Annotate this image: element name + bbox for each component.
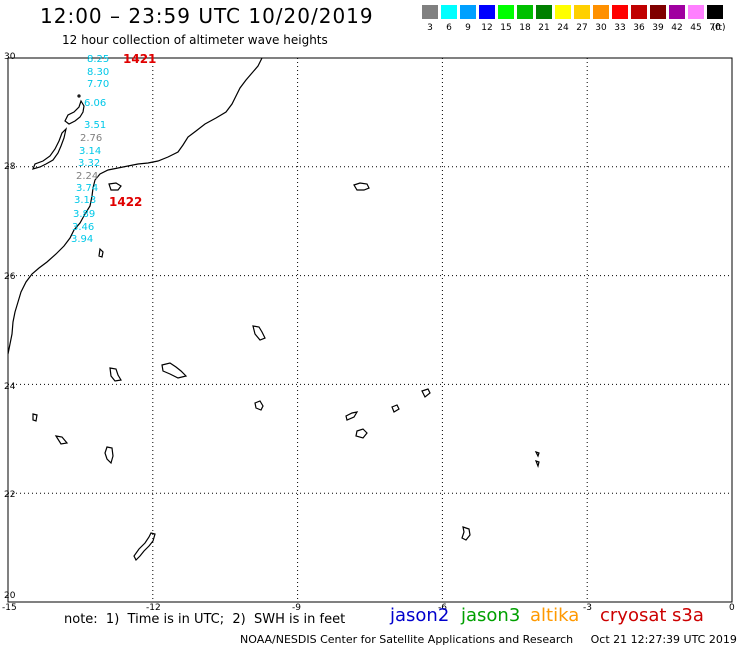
lat-label-28: 28 [4, 162, 16, 172]
lon-label-minus15: -15 [2, 603, 17, 613]
page-subtitle: 12 hour collection of altimeter wave hei… [62, 33, 328, 47]
legend-swatch-label: 15 [500, 23, 512, 33]
island-coast-2 [98, 247, 104, 258]
wave-height-reading: 2.76 [80, 133, 102, 144]
lon-label-0: 0 [729, 603, 735, 613]
wave-height-reading: 7.70 [87, 79, 109, 90]
island-small-1 [353, 182, 370, 191]
legend-swatch [688, 5, 704, 19]
legend-swatch-label: 70 [709, 23, 721, 33]
satellite-altika: altika [530, 605, 580, 626]
wave-height-reading: 3.14 [79, 146, 101, 157]
legend-swatch [650, 5, 666, 19]
footer-note: note: 1) Time is in UTC; 2) SWH is in fe… [64, 612, 346, 627]
island-mid-3 [254, 400, 264, 411]
pass-times: 1421 1422 [109, 52, 156, 209]
island-west-4 [104, 446, 114, 465]
island-west-3 [54, 435, 69, 445]
legend-swatch [707, 5, 723, 19]
wave-height-reading: 3.74 [76, 183, 98, 194]
legend-swatch-label: 36 [633, 23, 645, 33]
island-west-2 [32, 413, 38, 422]
legend-swatch-label: 21 [538, 23, 550, 33]
legend-swatch [631, 5, 647, 19]
pass-time-label: 1422 [109, 195, 142, 209]
lat-label-24: 24 [4, 382, 16, 392]
credit-line: NOAA/NESDIS Center for Satellite Applica… [240, 633, 737, 646]
legend-swatch [479, 5, 495, 19]
legend-swatch-label: 3 [427, 23, 433, 33]
legend-swatch [612, 5, 628, 19]
legend-swatch [669, 5, 685, 19]
island-east-1 [421, 388, 431, 398]
map-frame [7, 57, 733, 603]
legend-swatch-label: 27 [576, 23, 588, 33]
island-mid-2 [161, 362, 188, 379]
legend-swatch-label: 9 [465, 23, 471, 33]
island-east-4 [355, 428, 368, 439]
page-title: 12:00 – 23:59 UTC 10/20/2019 [40, 4, 374, 28]
legend-swatch [517, 5, 533, 19]
africa-coastline [7, 57, 263, 355]
island-east-3 [345, 411, 359, 421]
satellite-s3a: s3a [672, 605, 704, 626]
legend-unit: (ft) [712, 23, 726, 33]
island-mid-1 [252, 325, 266, 341]
wave-height-reading: 6.06 [84, 98, 106, 109]
wave-height-reading: 2.24 [76, 171, 98, 182]
altimeter-readings: 8.25 8.307.70 6.06 3.51 2.76 3.143.32 2.243.74… [71, 54, 109, 245]
wave-height-reading: 3.46 [72, 222, 94, 233]
coastline [7, 57, 540, 562]
legend-swatch-label: 12 [481, 23, 493, 33]
legend-swatch [555, 5, 571, 19]
legend-swatch-label: 39 [652, 23, 664, 33]
satellite-jason3: jason3 [461, 605, 521, 626]
legend-swatch [536, 5, 552, 19]
satellite-cryosat: cryosat [600, 605, 667, 626]
legend-swatch-label: 18 [519, 23, 531, 33]
legend-swatch [498, 5, 514, 19]
legend-swatch [422, 5, 438, 19]
legend-swatch [441, 5, 457, 19]
island-dot [77, 94, 81, 98]
legend-swatch [460, 5, 476, 19]
lon-label-minus12: -12 [146, 603, 161, 613]
wave-height-reading: 3.51 [84, 120, 106, 131]
legend-swatch-label: 24 [557, 23, 569, 33]
lat-lon-grid [8, 58, 732, 602]
island-far-east-2 [534, 460, 540, 468]
lanzarote-island [64, 99, 85, 125]
island-far-east-1 [534, 450, 540, 458]
legend-swatch-label: 33 [614, 23, 626, 33]
lon-label-minus9: -9 [292, 603, 301, 613]
lon-label-minus6: -6 [438, 603, 447, 613]
satellite-jason2: jason2 [390, 605, 450, 626]
island-south-1 [461, 526, 471, 541]
wave-height-reading: 3.32 [78, 158, 100, 169]
island-south-2 [133, 532, 156, 562]
legend-swatch-label: 42 [671, 23, 683, 33]
island-west-1 [109, 367, 122, 382]
lat-label-30: 30 [4, 52, 16, 62]
island-east-2 [391, 404, 400, 413]
wave-height-reading: 3.89 [73, 209, 95, 220]
lat-label-26: 26 [4, 272, 16, 282]
legend-swatch [574, 5, 590, 19]
wave-height-reading: 3.13 [74, 195, 96, 206]
lat-label-20: 20 [4, 591, 16, 601]
wave-height-reading: 8.30 [87, 67, 109, 78]
wave-height-reading: 3.94 [71, 234, 93, 245]
lat-label-22: 22 [4, 490, 16, 500]
legend-swatch-label: 45 [690, 23, 702, 33]
pass-time-label: 1421 [123, 52, 156, 66]
legend-swatch-label: 30 [595, 23, 607, 33]
island-coast-1 [108, 182, 122, 191]
fuerteventura-island [31, 127, 68, 170]
legend-swatch [593, 5, 609, 19]
wave-height-reading: 8.25 [87, 54, 109, 65]
legend-swatch-label: 6 [446, 23, 452, 33]
lon-label-minus3: -3 [583, 603, 592, 613]
